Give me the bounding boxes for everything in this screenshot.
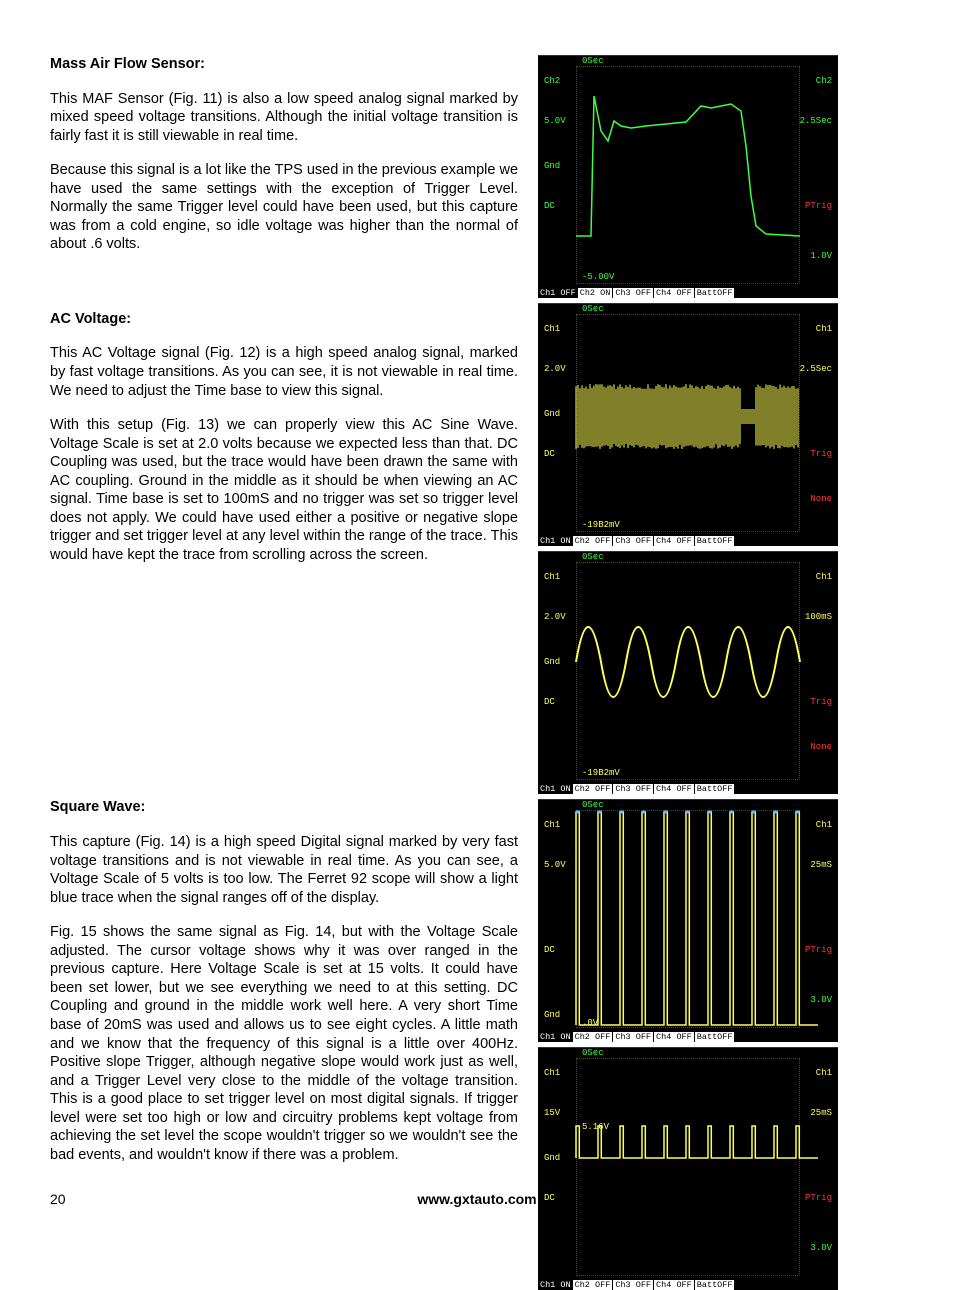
fig12-scope: 0Sec Ch1 Ch1 2.0V 2.5Sec Gnd DC Trig Non… [538,303,838,546]
page-number: 20 [50,1191,66,1207]
time-start: 0Sec [582,552,604,562]
ch-right: Ch1 [816,324,832,334]
ch-right: Ch2 [816,76,832,86]
scope-footer: Ch1 ON Ch2 OFF Ch3 OFF Ch4 OFF BattOFF [538,1032,838,1042]
sq-p1: This capture (Fig. 14) is a high speed D… [50,833,518,907]
fig15-trace [576,1058,800,1277]
ch-left: Ch1 [544,572,560,582]
scope-footer: Ch1 ON Ch2 OFF Ch3 OFF Ch4 OFF BattOFF [538,784,838,794]
ch-left: Ch1 [544,324,560,334]
page-url: www.gxtauto.com [417,1191,536,1207]
page-footer: 20 www.gxtauto.com [50,1191,904,1207]
fig11-scope: 0Sec Ch2 Ch2 5.0V 2.5Sec Gnd DC PTrig 1.… [538,55,838,298]
fig11-trace [576,66,800,285]
trig-level: None [810,494,832,504]
timebase: 2.5Sec [800,116,832,126]
timebase: 25mS [810,860,832,870]
vscale: 15V [544,1108,560,1118]
time-start: 0Sec [582,304,604,314]
fig13-trace [576,562,800,781]
trig: PTrig [805,945,832,955]
fig14-trace [576,810,800,1029]
timebase: 25mS [810,1108,832,1118]
time-start: 0Sec [582,800,604,810]
fig12-trace [576,314,800,533]
ac-p2: With this setup (Fig. 13) we can properl… [50,416,518,564]
scope-footer: Ch1 OFF Ch2 ON Ch3 OFF Ch4 OFF BattOFF [538,288,838,298]
coupling: DC [544,201,555,211]
figures-column: 0Sec Ch2 Ch2 5.0V 2.5Sec Gnd DC PTrig 1.… [538,55,838,1290]
fig14-scope: 0Sec Ch1 Ch1 5.0V 25mS Gnd DC PTrig 3.0V… [538,799,838,1042]
maf-heading: Mass Air Flow Sensor: [50,55,518,74]
sq-heading: Square Wave: [50,798,518,817]
text-column: Mass Air Flow Sensor: This MAF Sensor (F… [50,55,518,1290]
scope-footer: Ch1 ON Ch2 OFF Ch3 OFF Ch4 OFF BattOFF [538,536,838,546]
vscale: 2.0V [544,612,566,622]
fig15-scope: 0Sec Ch1 Ch1 15V 25mS Gnd DC PTrig 3.0V … [538,1047,838,1290]
trig-level: None [810,742,832,752]
vscale: 2.0V [544,364,566,374]
ac-p1: This AC Voltage signal (Fig. 12) is a hi… [50,344,518,400]
trig: Trig [810,697,832,707]
ch-right: Ch1 [816,1068,832,1078]
maf-p1: This MAF Sensor (Fig. 11) is also a low … [50,90,518,146]
trig: PTrig [805,201,832,211]
ac-heading: AC Voltage: [50,310,518,329]
sq-p2: Fig. 15 shows the same signal as Fig. 14… [50,923,518,1164]
vscale: 5.0V [544,116,566,126]
gnd: Gnd [544,657,560,667]
trig: Trig [810,449,832,459]
ch-left: Ch2 [544,76,560,86]
ch-left: Ch1 [544,1068,560,1078]
gnd: Gnd [544,409,560,419]
scope-footer: Ch1 ON Ch2 OFF Ch3 OFF Ch4 OFF BattOFF [538,1280,838,1290]
coupling: DC [544,945,555,955]
vscale: 5.0V [544,860,566,870]
ch-left: Ch1 [544,820,560,830]
trig-level: 3.0V [810,1243,832,1253]
trig-level: 1.0V [810,251,832,261]
time-start: 0Sec [582,56,604,66]
gnd: Gnd [544,161,560,171]
time-start: 0Sec [582,1048,604,1058]
timebase: 100mS [805,612,832,622]
timebase: 2.5Sec [800,364,832,374]
ch-right: Ch1 [816,572,832,582]
coupling: DC [544,449,555,459]
trig-level: 3.0V [810,995,832,1005]
maf-p2: Because this signal is a lot like the TP… [50,161,518,254]
coupling: DC [544,697,555,707]
ch-right: Ch1 [816,820,832,830]
fig13-scope: 0Sec Ch1 Ch1 2.0V 100mS Gnd DC Trig None… [538,551,838,794]
gnd: Gnd [544,1010,560,1020]
gnd: Gnd [544,1153,560,1163]
